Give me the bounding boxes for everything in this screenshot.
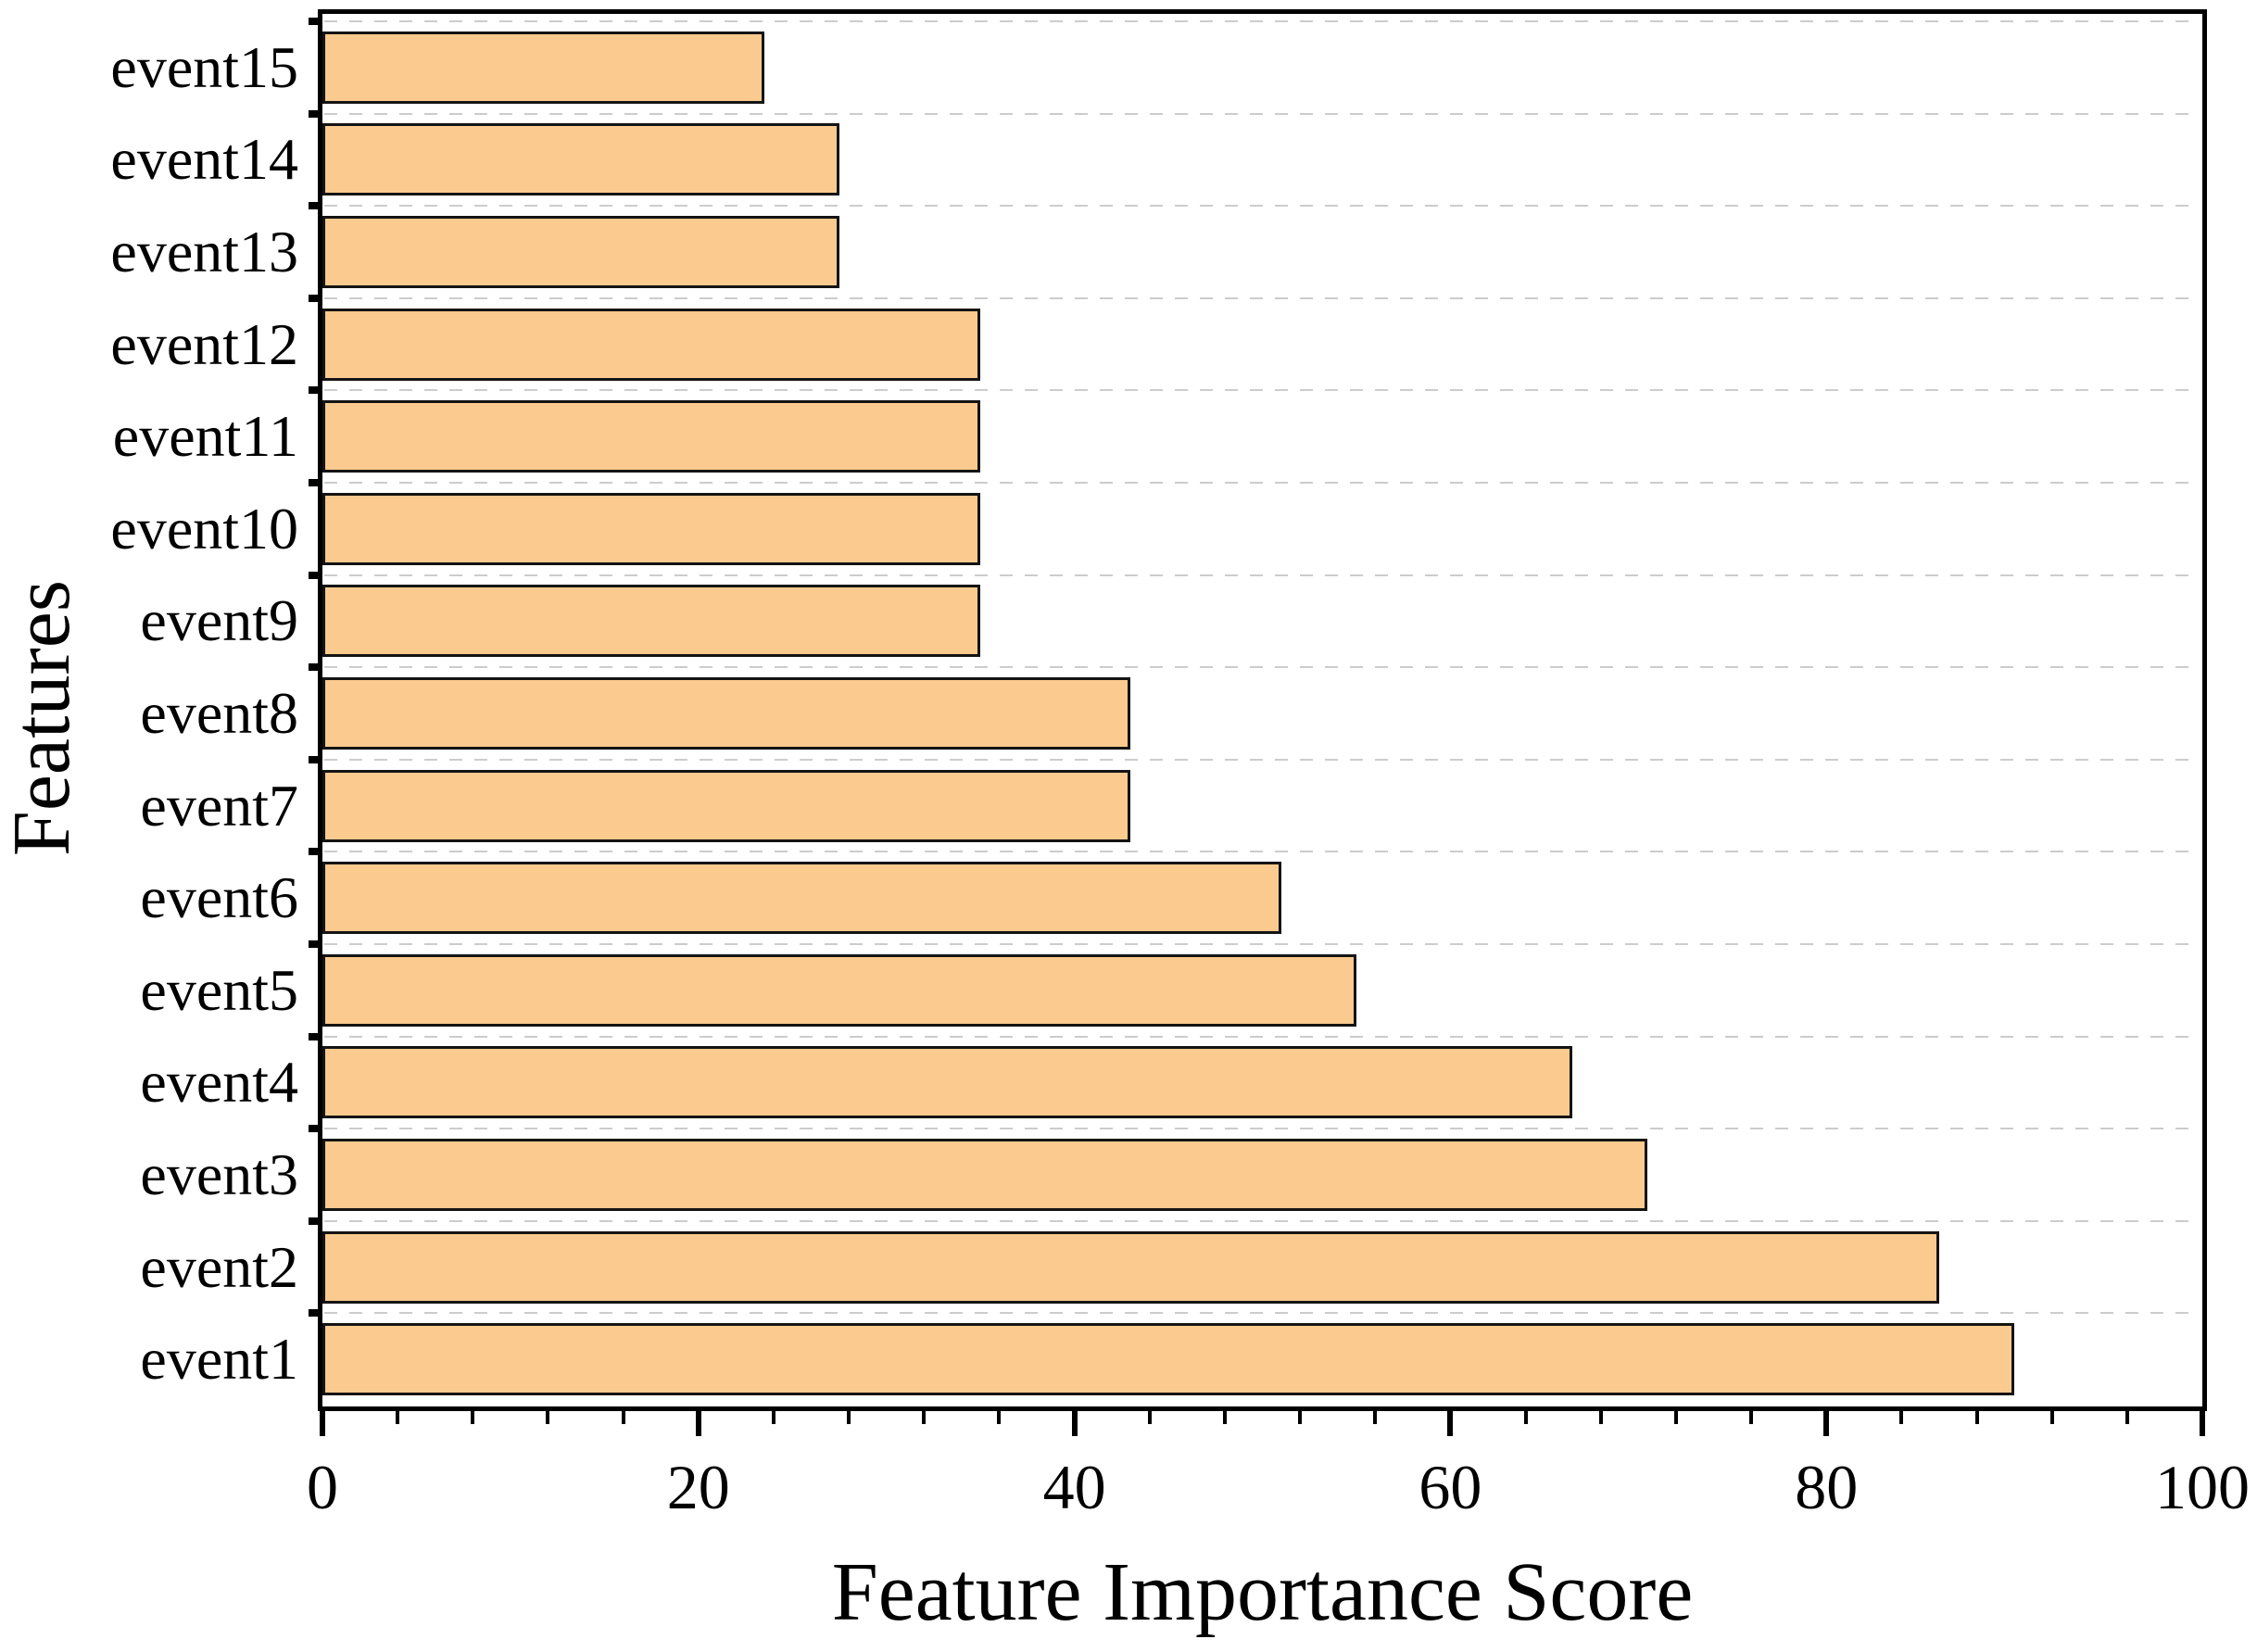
x-axis-minor-tick xyxy=(771,1411,775,1424)
category-label-event7: event7 xyxy=(140,772,298,839)
category-label-event2: event2 xyxy=(140,1233,298,1300)
y-axis-tick xyxy=(309,386,322,395)
category-gridline xyxy=(324,1312,2200,1315)
category-gridline xyxy=(324,482,2200,484)
category-label-event6: event6 xyxy=(140,864,298,931)
category-gridline xyxy=(324,574,2200,576)
y-axis-tick xyxy=(309,1217,322,1225)
bar-event3 xyxy=(322,1139,1648,1211)
bar-event6 xyxy=(322,862,1281,935)
bar-event7 xyxy=(322,769,1131,842)
bar-event15 xyxy=(322,31,764,104)
x-axis-minor-tick xyxy=(1373,1411,1378,1424)
x-axis-minor-tick xyxy=(2049,1411,2054,1424)
y-axis-tick xyxy=(309,479,322,486)
x-axis-minor-tick xyxy=(1598,1411,1603,1424)
y-axis-tick xyxy=(309,294,322,302)
x-axis-tick-label: 20 xyxy=(666,1452,730,1522)
bar-event14 xyxy=(322,123,839,196)
y-axis-tick xyxy=(309,940,322,948)
bar-event10 xyxy=(322,492,981,565)
y-axis-tick xyxy=(309,18,322,25)
category-label-event1: event1 xyxy=(140,1326,298,1393)
category-label-event10: event10 xyxy=(110,495,298,561)
category-gridline xyxy=(324,112,2200,115)
x-axis-minor-tick xyxy=(997,1411,1002,1424)
x-axis-minor-tick xyxy=(1899,1411,1904,1424)
bar-event13 xyxy=(322,216,839,288)
y-axis-tick xyxy=(309,202,322,210)
bar-event1 xyxy=(322,1323,2015,1396)
category-label-event3: event3 xyxy=(140,1141,298,1207)
x-axis-major-tick xyxy=(2200,1411,2205,1436)
y-axis-tick xyxy=(309,1032,322,1040)
category-label-event8: event8 xyxy=(140,680,298,746)
category-gridline xyxy=(324,1128,2200,1130)
x-axis-minor-tick xyxy=(2125,1411,2129,1424)
x-axis-tick-label: 40 xyxy=(1042,1452,1106,1522)
x-axis-minor-tick xyxy=(546,1411,550,1424)
category-label-event5: event5 xyxy=(140,956,298,1023)
x-axis-minor-tick xyxy=(471,1411,475,1424)
category-gridline xyxy=(324,666,2200,669)
bar-event12 xyxy=(322,308,981,381)
x-axis-minor-tick xyxy=(1298,1411,1303,1424)
category-label-event9: event9 xyxy=(140,587,298,654)
category-gridline xyxy=(324,296,2200,299)
bar-event9 xyxy=(322,585,981,658)
x-axis-major-tick xyxy=(1071,1411,1078,1436)
category-gridline xyxy=(324,758,2200,761)
x-axis-major-tick xyxy=(1823,1411,1830,1436)
bar-event2 xyxy=(322,1230,1939,1304)
x-axis-minor-tick xyxy=(847,1411,851,1424)
bar-event5 xyxy=(322,953,1356,1027)
x-axis-tick-label: 0 xyxy=(307,1452,338,1522)
category-gridline xyxy=(324,1219,2200,1222)
x-axis-minor-tick xyxy=(1523,1411,1528,1424)
x-axis-major-tick xyxy=(320,1411,325,1436)
x-axis-tick-label: 80 xyxy=(1795,1452,1859,1522)
y-axis-tick xyxy=(309,109,322,118)
y-axis-tick xyxy=(309,1309,322,1318)
x-axis-major-tick xyxy=(1447,1411,1454,1436)
x-axis-minor-tick xyxy=(1222,1411,1227,1424)
bar-event4 xyxy=(322,1046,1573,1119)
x-axis-minor-tick xyxy=(621,1411,625,1424)
category-label-event11: event11 xyxy=(112,403,298,470)
category-gridline xyxy=(324,851,2200,853)
y-axis-tick xyxy=(309,848,322,856)
x-axis-minor-tick xyxy=(1974,1411,1979,1424)
category-label-event4: event4 xyxy=(140,1049,298,1116)
category-gridline xyxy=(324,1035,2200,1038)
x-axis-minor-tick xyxy=(1147,1411,1152,1424)
y-axis-tick xyxy=(309,663,322,672)
category-label-event13: event13 xyxy=(110,219,298,284)
category-label-event14: event14 xyxy=(110,126,298,193)
x-axis-title: Feature Importance Score xyxy=(831,1546,1694,1638)
bar-event11 xyxy=(322,400,981,473)
x-axis-minor-tick xyxy=(1673,1411,1678,1424)
bar-event8 xyxy=(322,677,1131,750)
x-axis-tick-label: 100 xyxy=(2155,1452,2250,1522)
y-axis-tick xyxy=(309,755,322,763)
category-label-event12: event12 xyxy=(110,310,298,377)
x-axis-minor-tick xyxy=(922,1411,927,1424)
category-gridline xyxy=(324,20,2200,22)
x-axis-minor-tick xyxy=(396,1411,400,1424)
category-gridline xyxy=(324,389,2200,392)
x-axis-major-tick xyxy=(695,1411,701,1436)
x-axis-tick-label: 60 xyxy=(1419,1452,1482,1522)
x-axis-minor-tick xyxy=(1749,1411,1754,1424)
category-gridline xyxy=(324,943,2200,945)
category-gridline xyxy=(324,205,2200,208)
category-label-event15: event15 xyxy=(110,33,298,100)
y-axis-tick xyxy=(309,1125,322,1133)
y-axis-tick xyxy=(309,571,322,579)
